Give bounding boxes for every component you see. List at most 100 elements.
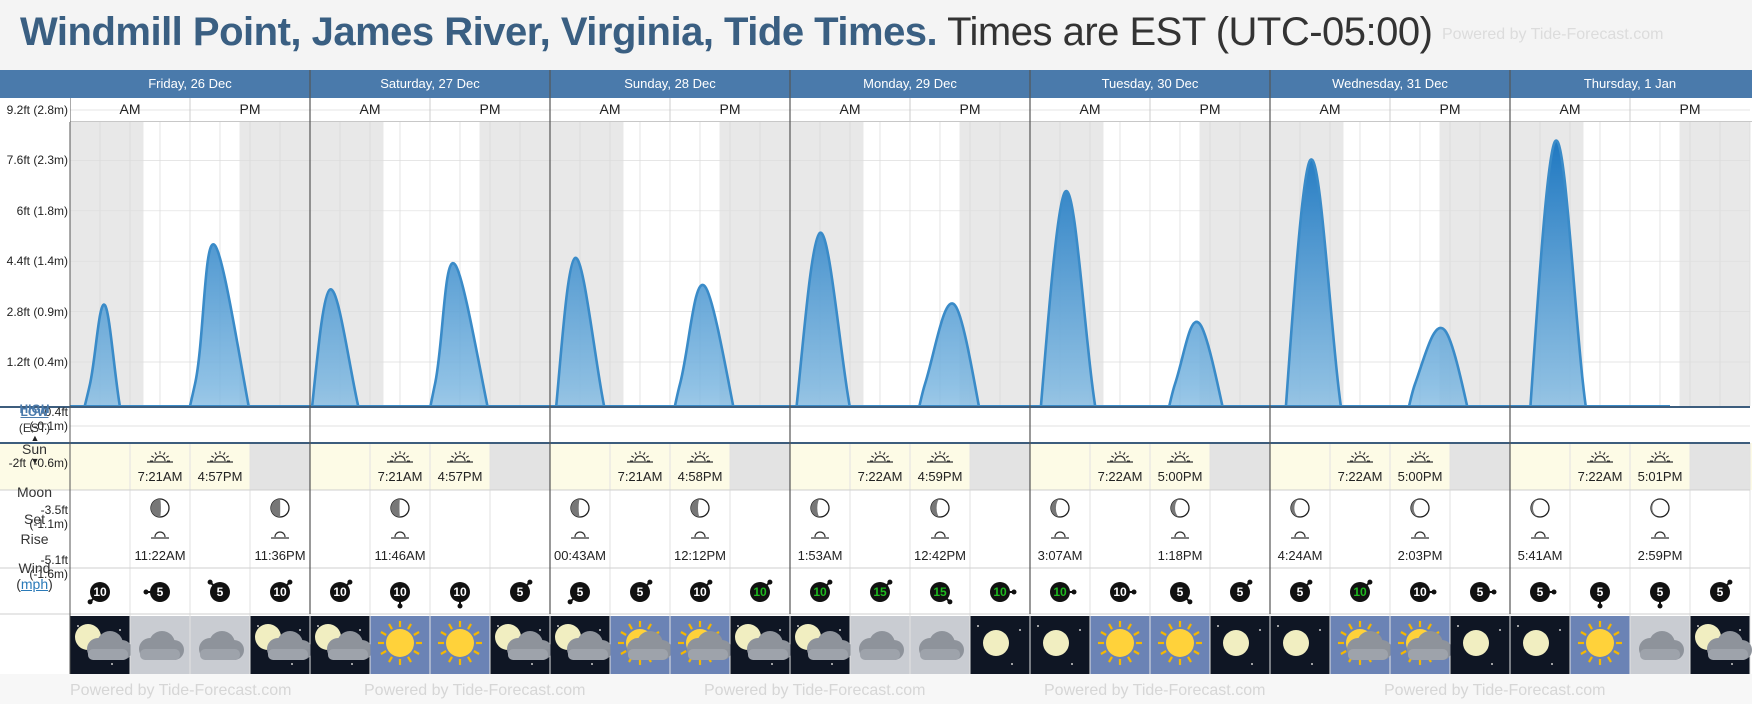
sunset-icon	[1647, 451, 1673, 463]
watermark-bottom: Powered by Tide-Forecast.com	[70, 682, 292, 699]
moon-icon	[1210, 616, 1270, 674]
day-label: Monday, 29 Dec	[863, 76, 957, 91]
sunset-icon	[447, 451, 473, 463]
moon-icon	[1510, 616, 1570, 674]
moonrise-time: 3:07AM	[1037, 548, 1083, 563]
moon-icon	[1270, 616, 1330, 674]
sun-icon	[370, 616, 430, 674]
tide-area	[70, 140, 1670, 586]
night-band	[1510, 122, 1584, 406]
moon-cloud-icon	[730, 616, 792, 674]
moonrise-time: 12:12PM	[673, 548, 727, 563]
sunset-time: 4:59PM	[917, 469, 963, 484]
moonrise-icon	[931, 531, 949, 539]
night-band	[1030, 122, 1104, 406]
moonrise-time: 00:43AM	[553, 548, 607, 563]
moon-set-label: Set	[23, 511, 45, 527]
wind-speed: 10	[1353, 585, 1367, 599]
sunrise-time: 7:22AM	[1577, 469, 1623, 484]
night-band	[550, 122, 624, 406]
sunset-time: 5:01PM	[1637, 469, 1683, 484]
sunrise-time: 7:22AM	[1097, 469, 1143, 484]
wind-speed: 5	[1596, 585, 1604, 599]
night-band	[479, 122, 550, 406]
night-band	[310, 122, 384, 406]
am-label: AM	[1559, 101, 1581, 117]
am-label: AM	[119, 101, 141, 117]
timezone-label: Times are EST (UTC-05:00)	[947, 10, 1433, 54]
wind-speed: 10	[453, 585, 467, 599]
day-header-row	[0, 70, 1752, 98]
sunrise-time: 7:22AM	[1337, 469, 1383, 484]
wind-speed: 5	[636, 585, 644, 599]
moon-icon	[1450, 616, 1510, 674]
y-tick-label: 1.2ft (0.4m)	[6, 355, 68, 369]
y-tick-label: -3.5ft (-1.1m)	[29, 503, 68, 532]
pm-label: PM	[479, 101, 501, 117]
watermark-bottom: Powered by Tide-Forecast.com	[364, 682, 586, 699]
sun-cloud-icon	[1330, 616, 1392, 674]
moon-phase-icon	[1050, 498, 1070, 518]
moonrise-time: 11:36PM	[254, 548, 306, 563]
title-bar	[0, 0, 1752, 70]
y-tick-label: 2.8ft (0.9m)	[6, 304, 68, 319]
moonrise-icon	[151, 531, 169, 539]
watermark-bottom: Powered by Tide-Forecast.com	[1384, 682, 1606, 699]
moonrise-icon	[391, 531, 409, 539]
sunrise-icon	[1347, 451, 1373, 463]
sunset-icon	[1407, 451, 1433, 463]
wind-unit-link[interactable]: mph	[20, 576, 49, 592]
low-label-text: LOW	[20, 405, 49, 419]
night-band	[959, 122, 1030, 406]
sun-icon	[1150, 616, 1210, 674]
moonrise-icon	[1411, 531, 1429, 539]
wind-speed: 5	[156, 585, 164, 599]
sun-down-arrow: ▼	[30, 456, 40, 466]
wind-speed: 5	[1536, 585, 1544, 599]
moon-phase-icon	[690, 498, 710, 518]
moon-phase-icon	[1290, 498, 1310, 518]
moonrise-time: 1:18PM	[1157, 548, 1203, 563]
pm-label: PM	[1679, 101, 1701, 117]
y-tick-label: -0.4ft (-0.1m)	[29, 405, 68, 434]
wind-speed: 15	[933, 585, 947, 599]
am-label: AM	[599, 101, 621, 117]
y-tick-label: 6ft (1.8m)	[16, 203, 68, 218]
moon-rise-label: Rise	[20, 531, 49, 547]
wind-speed: 10	[273, 585, 287, 599]
moon-icon	[970, 616, 1030, 674]
night-band	[239, 122, 310, 406]
moon-phase-icon	[1170, 498, 1190, 518]
sunrise-icon	[1107, 451, 1133, 463]
wind-speed: 5	[216, 585, 224, 599]
sunrise-icon	[147, 451, 173, 463]
moonrise-time: 4:24AM	[1277, 548, 1323, 563]
am-label: AM	[1079, 101, 1101, 117]
wind-speed: 5	[1296, 585, 1304, 599]
cloud-icon	[910, 616, 970, 674]
night-band	[1199, 122, 1270, 406]
page-title: Windmill Point, James River, Virginia, T…	[20, 10, 1433, 55]
wind-speed: 10	[393, 585, 407, 599]
sunrise-time: 7:21AM	[137, 469, 183, 484]
am-label: AM	[359, 101, 381, 117]
wind-speed: 10	[93, 585, 107, 599]
wind-speed: 10	[1053, 585, 1067, 599]
wind-speed: 10	[1113, 585, 1127, 599]
moonrise-icon	[1051, 531, 1069, 539]
y-tick-label: 4.4ft (1.4m)	[6, 254, 68, 269]
cloud-icon	[190, 616, 250, 674]
moonrise-icon	[1531, 531, 1549, 539]
cloud-icon	[130, 616, 190, 674]
sunrise-time: 7:21AM	[617, 469, 663, 484]
low-label: LOW	[0, 406, 69, 418]
day-label: Thursday, 1 Jan	[1583, 76, 1677, 91]
moon-icon	[1030, 616, 1090, 674]
high-label: HIGH	[19, 402, 50, 416]
wind-speed: 15	[873, 585, 887, 599]
wind-speed: 10	[813, 585, 827, 599]
sun-set-shade	[1210, 443, 1270, 490]
am-label: AM	[839, 101, 861, 117]
sunset-icon	[207, 451, 233, 463]
sun-set-shade	[730, 443, 790, 490]
